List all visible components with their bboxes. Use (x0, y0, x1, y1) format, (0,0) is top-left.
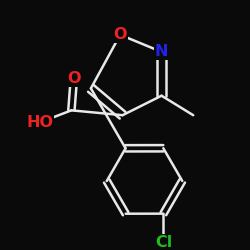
Text: Cl: Cl (155, 236, 172, 250)
Text: N: N (155, 44, 168, 59)
Text: HO: HO (26, 115, 53, 130)
Text: O: O (114, 27, 127, 42)
Text: O: O (67, 71, 80, 86)
